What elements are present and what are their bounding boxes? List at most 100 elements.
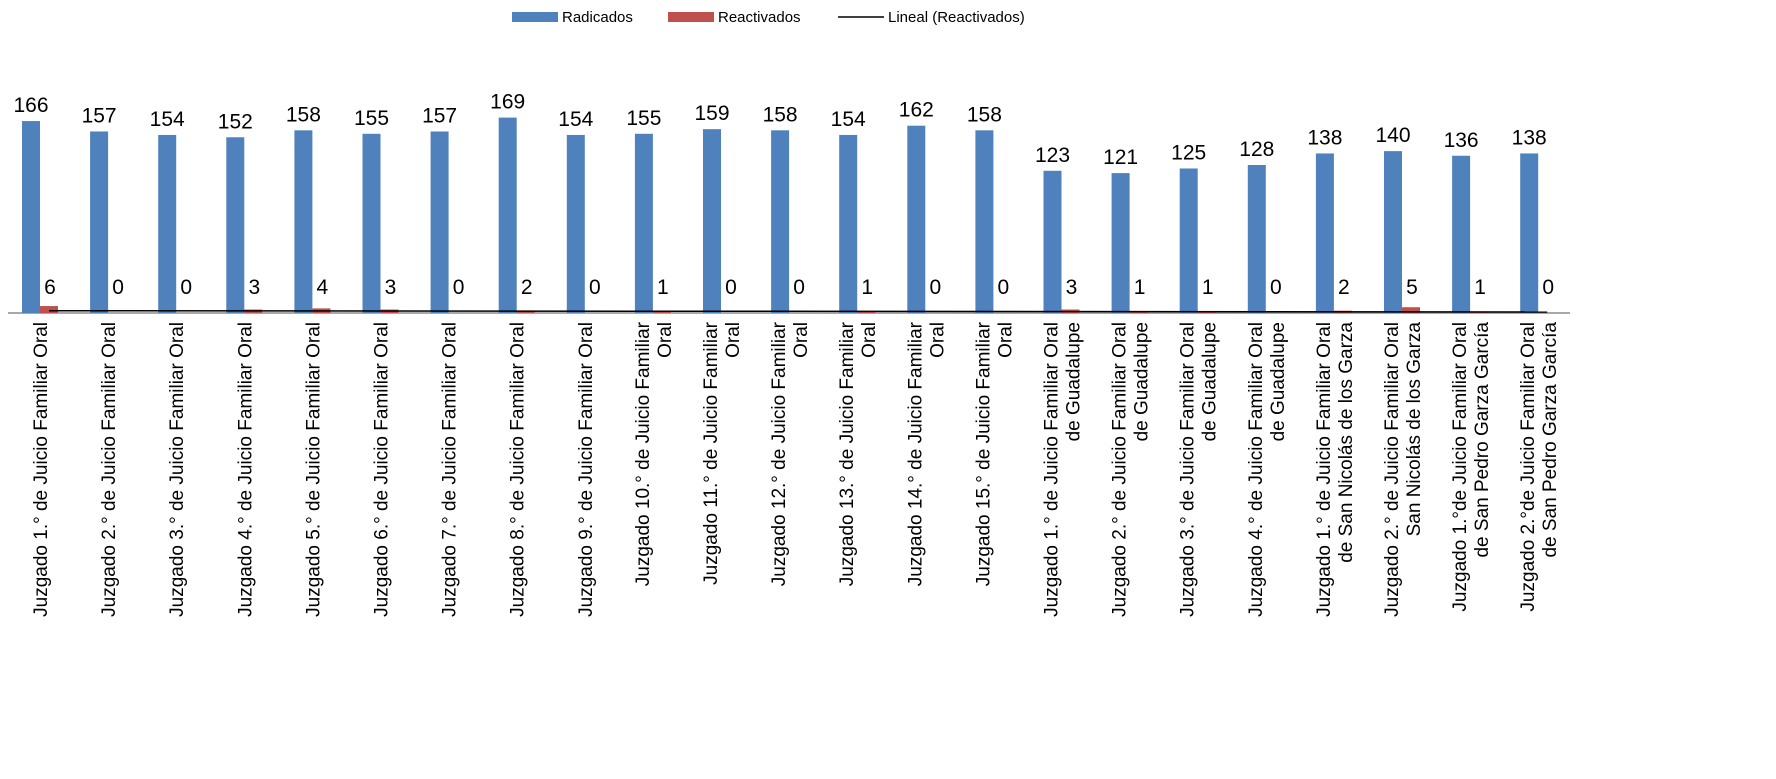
x-tick-label-line: Juzgado 1.° de Juicio Familiar Oral (1314, 322, 1335, 617)
x-tick-label-line: de Guadalupe (1132, 322, 1153, 441)
data-label-radicados: 136 (1444, 129, 1479, 152)
x-tick-label-line: Juzgado 14.° de Juicio Familiar (905, 321, 926, 586)
data-label-radicados: 169 (490, 91, 525, 114)
bar-radicados (703, 129, 721, 313)
data-label-reactivados: 3 (1066, 276, 1078, 299)
x-tick-label-line: Juzgado 6.° de Juicio Familiar Oral (372, 322, 393, 617)
x-tick-label-line: Oral (995, 322, 1016, 358)
x-tick-label-line: Juzgado 2.°de Juicio Familiar Oral (1518, 322, 1539, 612)
data-label-reactivados: 2 (1338, 276, 1350, 299)
data-label-reactivados: 0 (453, 276, 465, 299)
x-tick-label-line: Juzgado 7.° de Juicio Familiar Oral (440, 322, 461, 617)
x-tick-label-line: Juzgado 3.° de Juicio Familiar Oral (1178, 322, 1199, 617)
data-label-reactivados: 1 (657, 276, 669, 299)
bar-reactivados (1129, 311, 1148, 313)
x-tick-label-line: Juzgado 3.° de Juicio Familiar Oral (167, 322, 188, 617)
x-tick-label-line: San Nicolás de los Garza (1404, 322, 1425, 537)
data-label-reactivados: 0 (180, 276, 192, 299)
x-tick-label-line: Juzgado 15.° de Juicio Familiar (973, 321, 994, 586)
bar-reactivados (40, 306, 58, 313)
x-tick-label: Juzgado 7.° de Juicio Familiar Oral (440, 322, 461, 617)
data-label-reactivados: 0 (589, 276, 601, 299)
data-label-radicados: 154 (558, 108, 593, 131)
x-tick-label-line: Juzgado 4.° de Juicio Familiar Oral (1246, 322, 1267, 617)
legend-label-radicados: Radicados (562, 9, 633, 26)
x-tick-label: Juzgado 2.° de Juicio Familiar Oral (99, 322, 120, 617)
data-label-radicados: 155 (626, 107, 661, 130)
bar-radicados (634, 133, 653, 313)
bar-radicados (226, 137, 245, 313)
data-label-radicados: 121 (1103, 146, 1138, 169)
data-label-radicados: 155 (354, 107, 389, 130)
x-tick-label-line: de San Pedro Garza García (1540, 322, 1561, 558)
x-tick-label: Juzgado 1.°de Juicio Familiar Oralde San… (1450, 322, 1493, 612)
data-label-reactivados: 0 (929, 276, 941, 299)
bar-radicados (1247, 165, 1266, 313)
data-label-radicados: 138 (1307, 126, 1342, 149)
data-label-reactivados: 0 (1270, 276, 1282, 299)
bar-radicados (1315, 153, 1334, 313)
x-tick-label: Juzgado 13.° de Juicio FamiliarOral (837, 321, 880, 586)
bar-radicados (1384, 151, 1402, 313)
x-tick-label-line: Juzgado 13.° de Juicio Familiar (837, 321, 858, 586)
legend-swatch-reactivados (668, 12, 714, 22)
data-label-reactivados: 0 (793, 276, 805, 299)
bar-radicados (975, 130, 994, 313)
data-label-radicados: 158 (286, 103, 321, 126)
bar-radicados (1179, 168, 1198, 313)
x-tick-label-line: Juzgado 2.° de Juicio Familiar Oral (1382, 322, 1403, 617)
data-label-radicados: 159 (694, 102, 729, 125)
data-label-radicados: 138 (1512, 126, 1547, 149)
x-tick-label: Juzgado 1.° de Juicio Familiar Oralde Sa… (1314, 322, 1357, 617)
x-tick-label-line: Oral (927, 322, 948, 358)
data-label-reactivados: 2 (521, 276, 533, 299)
x-tick-label: Juzgado 2.° de Juicio Familiar OralSan N… (1382, 322, 1425, 617)
x-tick-label: Juzgado 3.° de Juicio Familiar Oral (167, 322, 188, 617)
x-tick-label-line: Oral (655, 322, 676, 358)
x-tick-label-line: Juzgado 1.° de Juicio Familiar Oral (1042, 322, 1063, 617)
x-tick-label: Juzgado 11.° de Juicio FamiliarOral (701, 321, 744, 584)
x-tick-label: Juzgado 12.° de Juicio FamiliarOral (769, 321, 812, 586)
x-tick-label: Juzgado 2.° de Juicio Familiar Oralde Gu… (1110, 322, 1153, 617)
x-tick-label-line: de Guadalupe (1268, 322, 1289, 441)
data-label-reactivados: 1 (861, 276, 873, 299)
data-label-reactivados: 1 (1134, 276, 1146, 299)
data-label-radicados: 154 (150, 108, 185, 131)
x-tick-label-line: Oral (859, 322, 880, 358)
legend-swatch-radicados (512, 12, 558, 22)
x-tick-label: Juzgado 14.° de Juicio FamiliarOral (905, 321, 948, 586)
data-label-reactivados: 0 (112, 276, 124, 299)
bar-reactivados (1402, 307, 1420, 313)
data-label-reactivados: 1 (1474, 276, 1486, 299)
x-tick-label-line: Juzgado 12.° de Juicio Familiar (769, 321, 790, 586)
bar-radicados (1043, 170, 1062, 313)
data-label-radicados: 157 (82, 104, 117, 127)
plot-area: 166 6 Juzgado 1.° de Juicio Familiar Oral 1… (8, 91, 1570, 617)
bar-radicados (1452, 155, 1471, 313)
bar-radicados (362, 133, 381, 313)
x-tick-label: Juzgado 4.° de Juicio Familiar Oral (235, 322, 256, 617)
bar-radicados (22, 121, 40, 313)
bar-reactivados (652, 311, 671, 313)
x-tick-label-line: Juzgado 1.°de Juicio Familiar Oral (1450, 322, 1471, 612)
data-label-radicados: 152 (218, 110, 253, 133)
bar-radicados (158, 134, 177, 313)
x-tick-label-line: de Guadalupe (1064, 322, 1085, 441)
x-tick-label: Juzgado 8.° de Juicio Familiar Oral (508, 322, 529, 617)
data-label-radicados: 128 (1239, 138, 1274, 161)
data-label-radicados: 158 (763, 103, 798, 126)
legend-label-reactivados: Reactivados (718, 9, 801, 26)
x-tick-label-line: Oral (791, 322, 812, 358)
bar-radicados (1111, 173, 1130, 313)
bar-radicados (294, 130, 313, 313)
x-tick-label-line: Juzgado 10.° de Juicio Familiar (633, 321, 654, 586)
x-tick-label-line: Juzgado 4.° de Juicio Familiar Oral (235, 322, 256, 617)
data-label-reactivados: 1 (1202, 276, 1214, 299)
data-label-reactivados: 0 (725, 276, 737, 299)
data-label-reactivados: 0 (998, 276, 1010, 299)
x-tick-label-line: Juzgado 5.° de Juicio Familiar Oral (303, 322, 324, 617)
x-tick-label-line: Juzgado 9.° de Juicio Familiar Oral (576, 322, 597, 617)
bar-radicados (1520, 153, 1539, 313)
bar-radicados (839, 134, 858, 313)
